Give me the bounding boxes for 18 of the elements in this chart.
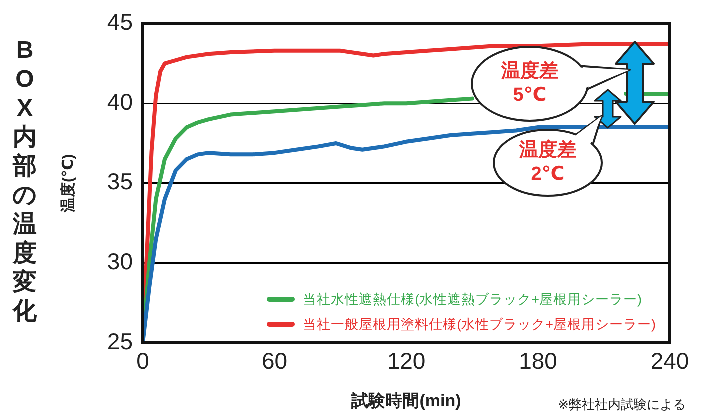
x-tick-label: 180 — [519, 348, 558, 374]
legend-label: 当社水性遮熱仕様(水性遮熱ブラック+屋根用シーラー) — [303, 291, 642, 309]
annotation: 温度差 5℃ — [500, 60, 560, 108]
y-tick-label: 35 — [107, 168, 133, 195]
text: ※弊社社内試験による — [558, 396, 686, 414]
annotation: 温度差 2℃ — [518, 139, 578, 187]
y-tick-label: 40 — [107, 88, 133, 115]
y-tick-label: 25 — [107, 328, 133, 354]
y-tick-label: 45 — [107, 9, 133, 36]
x-axis-title: 試験時間(min) — [350, 391, 462, 410]
y-axis-title: 温度(℃) — [59, 154, 78, 214]
x-tick-label: 120 — [387, 348, 426, 374]
chart-title: BOX内部の温度変化 — [12, 37, 38, 325]
y-tick-label: 30 — [107, 248, 133, 275]
x-tick-label: 240 — [650, 348, 690, 374]
x-tick-label: 60 — [262, 348, 288, 374]
x-tick-label: 0 — [136, 348, 150, 374]
legend-label: 当社一般屋根用塗料仕様(水性ブラック+屋根用シーラー) — [303, 316, 656, 334]
